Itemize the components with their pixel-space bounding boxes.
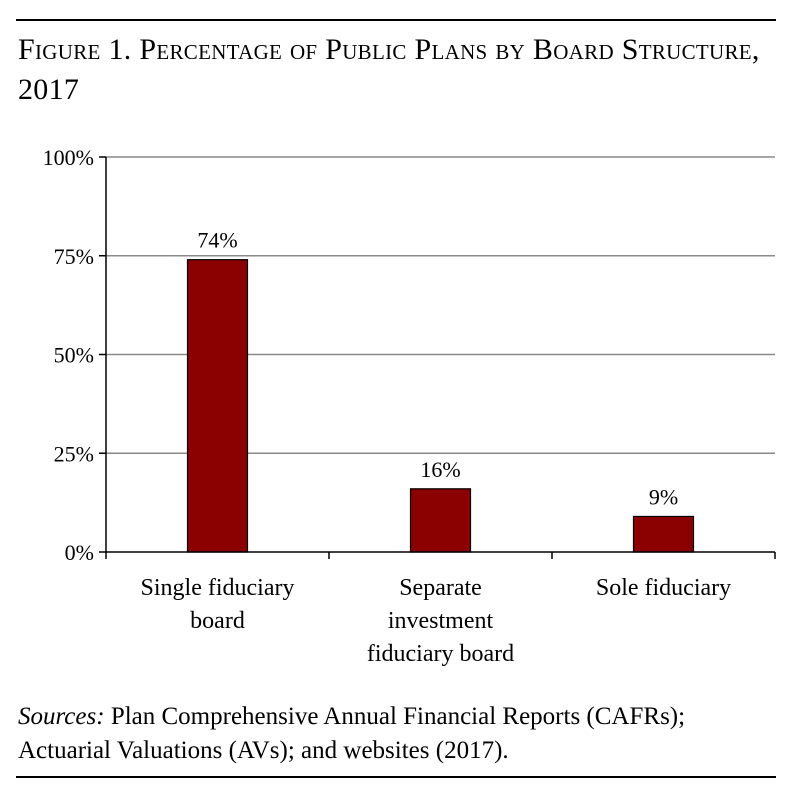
sources-note: Sources: Plan Comprehensive Annual Finan… [18,700,768,768]
bar-1 [186,259,249,553]
sources-text: Plan Comprehensive Annual Financial Repo… [18,703,686,764]
sources-lead: Sources: [18,703,105,730]
labels: 0% 25% 50% 75% 100% 74% Single fiduciary board 1… [43,145,731,667]
bottom-rule [16,776,776,778]
y-tick-label: 75% [54,244,94,269]
y-tick-label: 0% [65,540,94,565]
figure-title: Figure 1. Percentage of Public Plans by … [18,33,760,106]
axes [99,156,776,559]
category-label: Separate investment fiduciary board [367,575,514,667]
data-label: 16% [420,457,460,482]
bar-3 [632,515,695,553]
bar-2 [409,488,472,553]
data-label: 9% [649,484,678,509]
y-tick-label: 25% [54,441,94,466]
category-label: Sole fiduciary [596,575,731,601]
data-label: 74% [197,228,237,253]
y-tick-label: 50% [54,343,94,368]
category-label: Single fiduciary board [141,575,295,634]
top-rule [16,19,776,21]
y-tick-label: 100% [43,145,94,170]
bars [186,259,695,553]
